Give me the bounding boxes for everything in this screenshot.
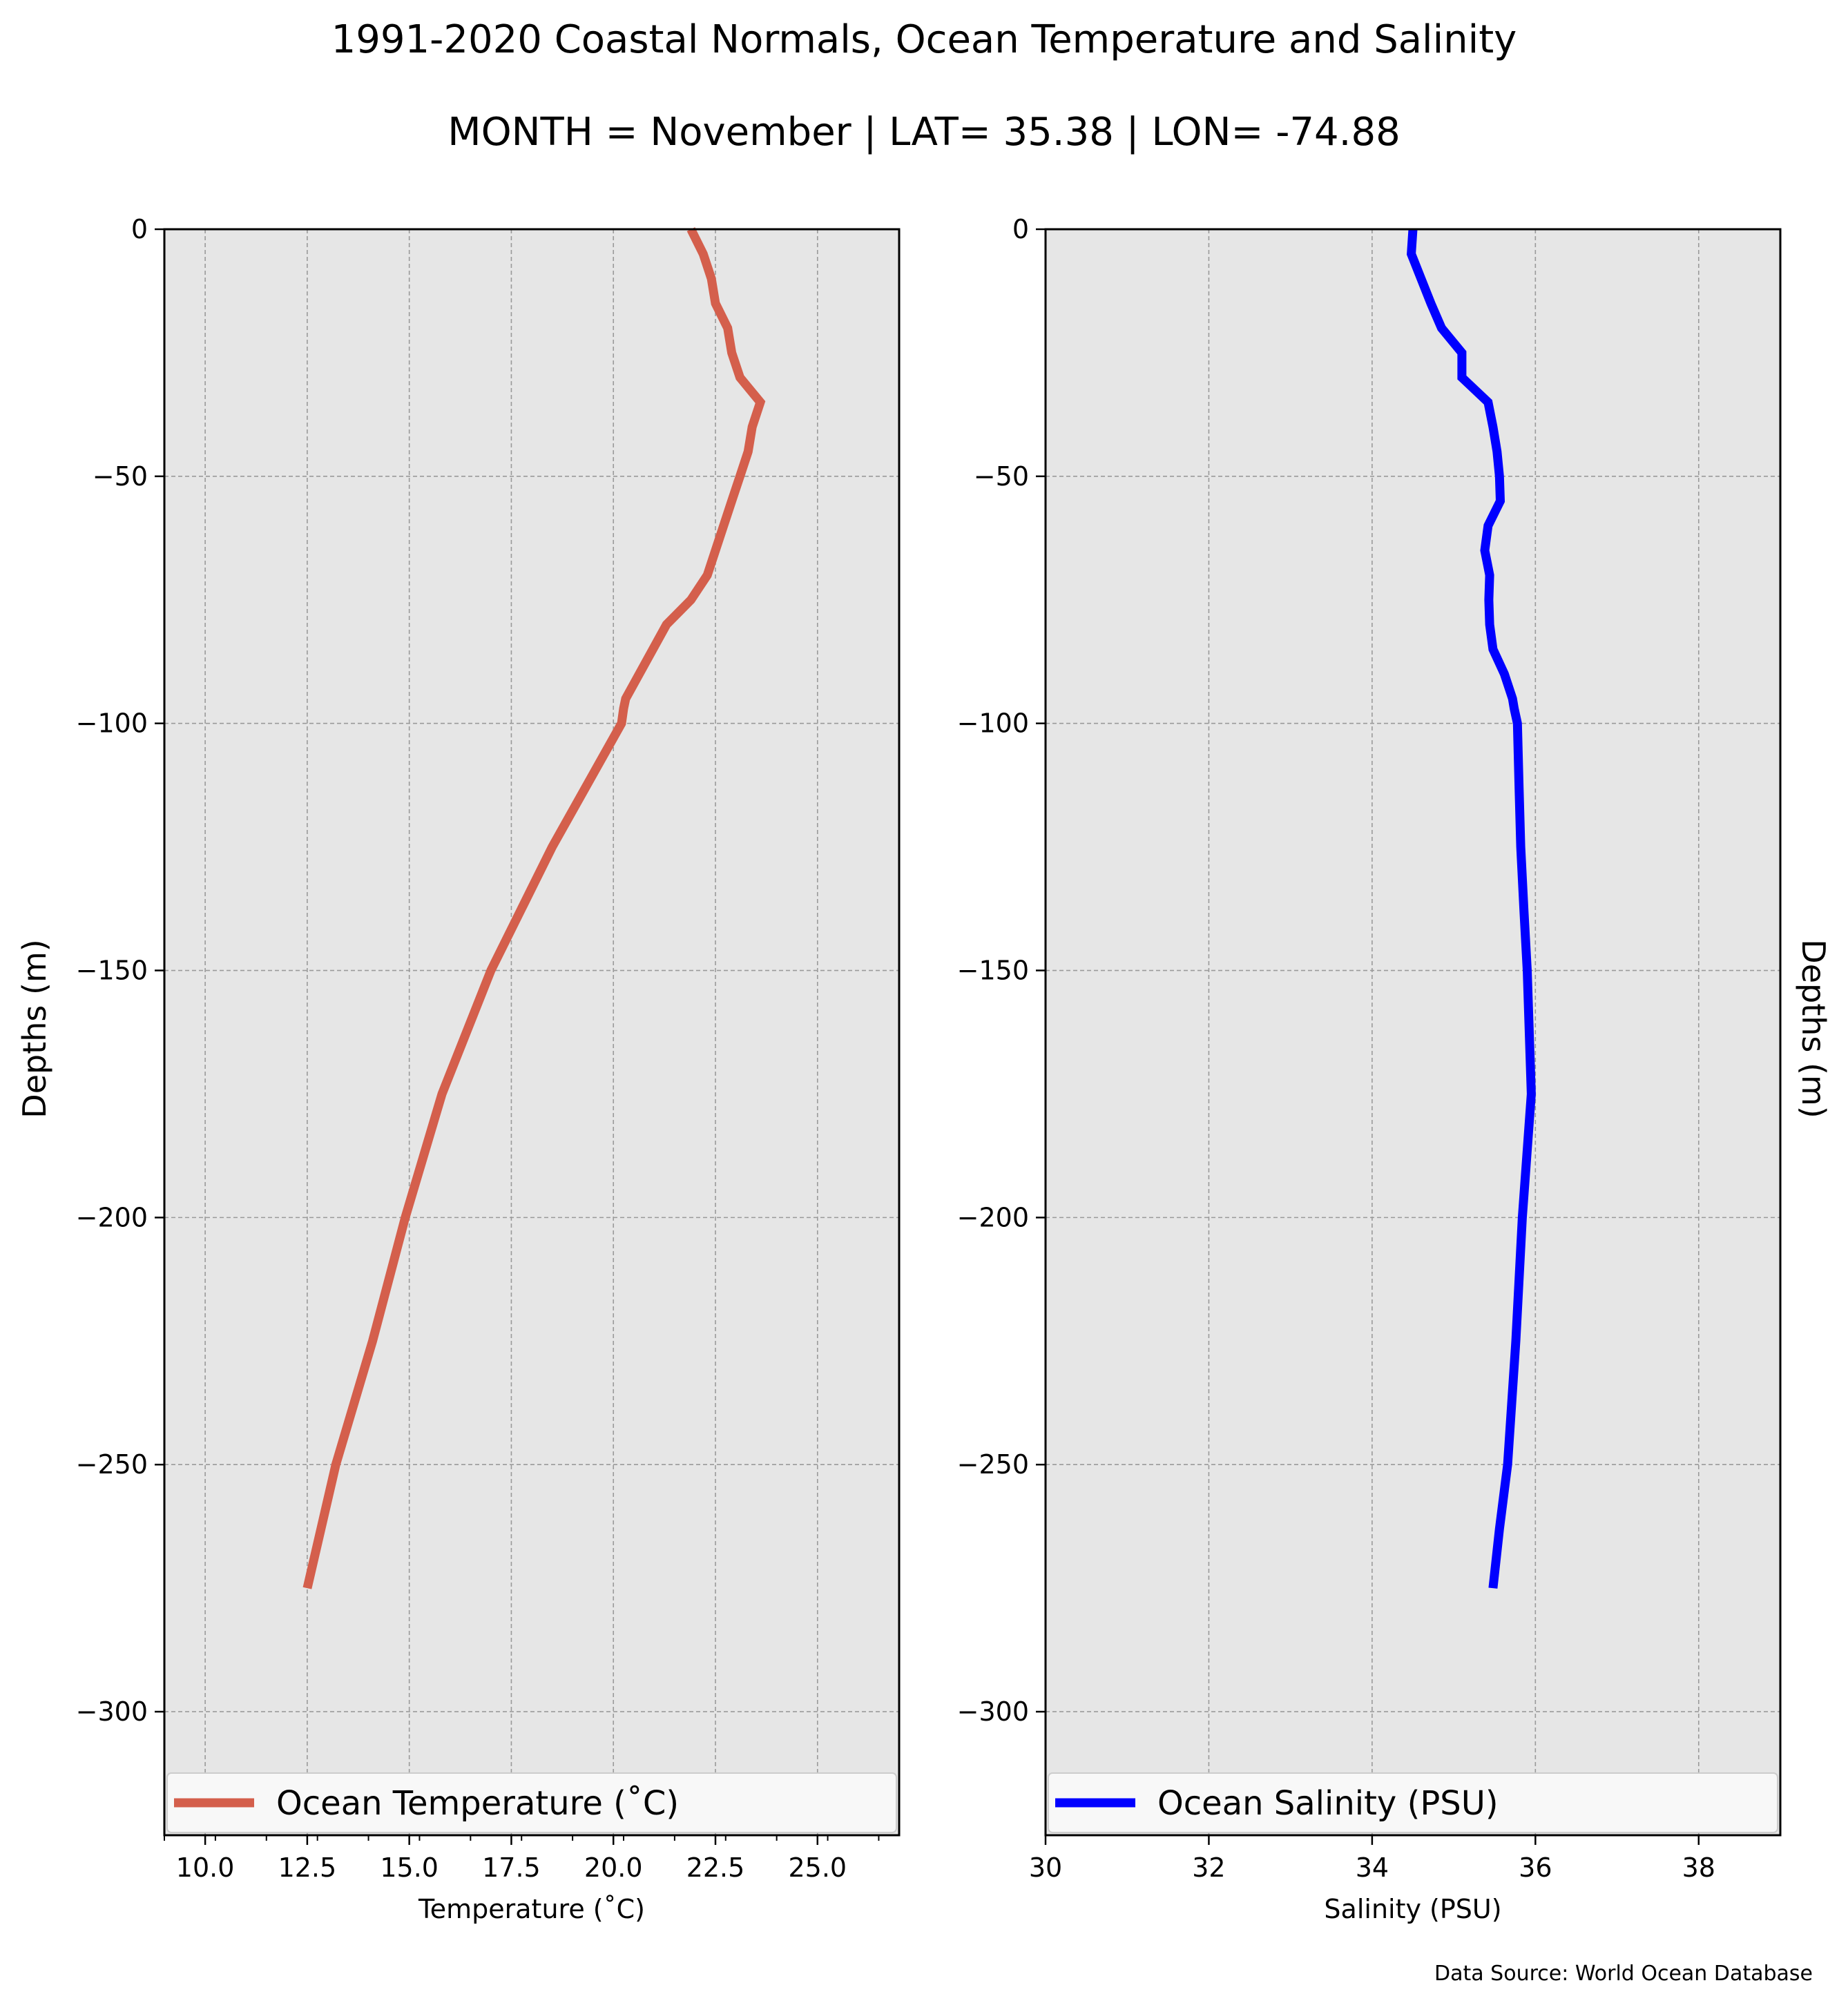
temperature-panel: Ocean Temperature (˚C) 10.0 12.5 15.0 17.5 20… [76, 214, 901, 1924]
sal-axes-frame [1044, 228, 1782, 1837]
sal-legend [1048, 1772, 1778, 1833]
sal-y-tick-label: −50 [974, 461, 1029, 492]
temp-y-tick-label: −50 [93, 461, 148, 492]
sal-x-tick-label: 38 [1682, 1852, 1715, 1883]
data-source-note: Data Source: World Ocean Database [1434, 1962, 1813, 1986]
right-depth-axis-label: Depths (m) [1795, 939, 1832, 1118]
temp-x-tick-label: 10.0 [176, 1852, 235, 1883]
temp-x-axis-label: Temperature (˚C) [418, 1894, 645, 1924]
sal-plot-area [1046, 229, 1780, 1835]
sal-y-tick-label: −150 [957, 956, 1029, 986]
temp-y-tick-label: −300 [76, 1696, 148, 1727]
temp-x-tick-label: 22.5 [686, 1852, 745, 1883]
sal-legend-label: Ocean Salinity (PSU) [1157, 1784, 1499, 1823]
temp-x-tick-label: 15.0 [380, 1852, 439, 1883]
sal-series-line [1407, 229, 1536, 1589]
sal-x-tick-label: 36 [1519, 1852, 1552, 1883]
temp-x-tick-label: 17.5 [482, 1852, 541, 1883]
temp-y-tick-label: −100 [76, 708, 148, 739]
temp-y-tick-label: −200 [76, 1202, 148, 1232]
temp-series-line [302, 227, 766, 1589]
temp-axes-frame [163, 228, 901, 1837]
chart-subtitle: MONTH = November | LAT= 35.38 | LON= -74… [447, 110, 1401, 155]
sal-x-axis-label: Salinity (PSU) [1324, 1894, 1501, 1924]
sal-y-tick-label: −250 [957, 1449, 1029, 1480]
sal-y-tick-label: 0 [1012, 214, 1029, 244]
sal-x-tick-label: 34 [1356, 1852, 1389, 1883]
sal-x-tick-label: 30 [1029, 1852, 1062, 1883]
sal-y-tick-label: −100 [957, 708, 1029, 739]
sal-x-tick-label: 32 [1192, 1852, 1225, 1883]
temp-y-tick-label: −150 [76, 956, 148, 986]
left-depth-axis-label: Depths (m) [16, 939, 53, 1118]
temp-x-tick-label: 20.0 [584, 1852, 643, 1883]
temp-y-tick-label: 0 [131, 214, 148, 244]
temp-legend [166, 1772, 897, 1833]
temp-y-tick-label: −250 [76, 1449, 148, 1480]
temp-legend-label: Ocean Temperature (˚C) [276, 1784, 679, 1823]
temp-plot-area [164, 229, 899, 1835]
temp-x-tick-label: 12.5 [278, 1852, 337, 1883]
sal-y-tick-label: −300 [957, 1696, 1029, 1727]
chart-title: 1991-2020 Coastal Normals, Ocean Tempera… [331, 17, 1517, 62]
salinity-panel: Ocean Salinity (PSU) 30 32 34 36 38 0 −50 −100 −1… [957, 214, 1782, 1924]
sal-y-tick-label: −200 [957, 1202, 1029, 1232]
temp-x-tick-label: 25.0 [788, 1852, 847, 1883]
